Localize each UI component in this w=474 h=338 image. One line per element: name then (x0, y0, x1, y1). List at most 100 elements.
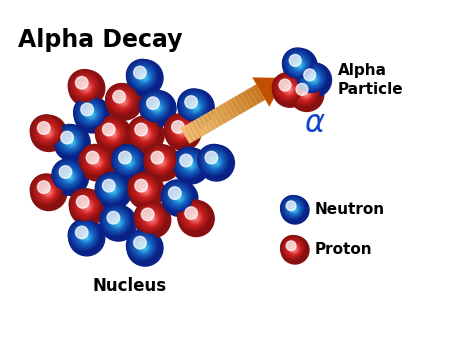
Circle shape (72, 73, 97, 99)
Circle shape (37, 181, 50, 193)
Circle shape (173, 123, 190, 139)
Circle shape (151, 218, 154, 221)
Circle shape (157, 108, 159, 109)
Circle shape (55, 125, 85, 155)
Circle shape (291, 206, 298, 213)
Circle shape (70, 221, 99, 250)
Circle shape (88, 153, 104, 170)
Circle shape (68, 175, 72, 179)
Circle shape (144, 133, 148, 137)
Circle shape (131, 119, 157, 146)
Circle shape (210, 157, 220, 167)
Circle shape (135, 238, 152, 256)
Circle shape (295, 61, 303, 69)
Circle shape (79, 230, 92, 244)
Circle shape (76, 195, 96, 216)
Circle shape (190, 213, 201, 223)
Circle shape (185, 207, 198, 219)
Circle shape (95, 116, 127, 148)
Circle shape (162, 162, 163, 164)
Circle shape (95, 160, 100, 165)
Circle shape (180, 154, 192, 167)
Text: Proton: Proton (315, 242, 373, 258)
Circle shape (81, 232, 91, 242)
Circle shape (178, 201, 209, 231)
Circle shape (107, 85, 136, 114)
Circle shape (139, 206, 163, 230)
Circle shape (90, 113, 94, 117)
Circle shape (134, 236, 146, 249)
Circle shape (187, 99, 202, 114)
Circle shape (152, 103, 162, 113)
Circle shape (136, 68, 152, 85)
Circle shape (107, 128, 118, 140)
Circle shape (131, 176, 157, 201)
Circle shape (84, 85, 89, 90)
Circle shape (98, 119, 125, 146)
Circle shape (136, 238, 152, 255)
Circle shape (154, 104, 161, 112)
Circle shape (289, 204, 299, 214)
Circle shape (137, 182, 153, 198)
Circle shape (183, 94, 206, 117)
Circle shape (77, 228, 94, 245)
Circle shape (156, 157, 166, 167)
Circle shape (66, 173, 73, 180)
Circle shape (85, 108, 97, 120)
Circle shape (167, 117, 194, 143)
Circle shape (292, 246, 298, 252)
Circle shape (300, 88, 312, 99)
Circle shape (143, 188, 148, 193)
Circle shape (147, 215, 156, 223)
Circle shape (84, 203, 91, 210)
Circle shape (128, 172, 159, 204)
Circle shape (132, 65, 154, 87)
Circle shape (113, 218, 122, 227)
Circle shape (290, 205, 299, 214)
Circle shape (107, 212, 126, 231)
Circle shape (286, 86, 293, 93)
Circle shape (106, 211, 128, 232)
Circle shape (306, 72, 320, 86)
Circle shape (178, 89, 210, 121)
Circle shape (70, 190, 100, 220)
Circle shape (45, 189, 52, 195)
Circle shape (170, 120, 192, 141)
Circle shape (285, 51, 310, 76)
Circle shape (114, 219, 121, 226)
Circle shape (118, 151, 131, 164)
Circle shape (133, 122, 155, 144)
Circle shape (111, 90, 133, 111)
Circle shape (76, 227, 94, 245)
Circle shape (129, 62, 156, 89)
Circle shape (133, 178, 155, 200)
Circle shape (180, 155, 199, 174)
Circle shape (139, 184, 152, 196)
Polygon shape (241, 91, 254, 108)
Circle shape (213, 159, 219, 166)
Circle shape (137, 125, 153, 142)
Circle shape (89, 111, 95, 118)
Circle shape (201, 148, 227, 173)
Circle shape (75, 195, 97, 216)
Circle shape (109, 130, 117, 138)
Circle shape (64, 171, 75, 182)
Polygon shape (219, 104, 231, 122)
Circle shape (294, 82, 316, 103)
Circle shape (134, 237, 153, 256)
Circle shape (105, 126, 120, 141)
Circle shape (308, 73, 319, 85)
Circle shape (302, 67, 323, 89)
Circle shape (103, 180, 122, 199)
Circle shape (73, 96, 105, 128)
Circle shape (278, 78, 298, 99)
Circle shape (30, 115, 62, 147)
Circle shape (135, 68, 152, 85)
Circle shape (303, 91, 309, 97)
Circle shape (194, 216, 198, 220)
Circle shape (146, 212, 158, 225)
Circle shape (33, 117, 60, 145)
Circle shape (107, 185, 118, 196)
Circle shape (151, 102, 163, 113)
Circle shape (99, 120, 124, 145)
